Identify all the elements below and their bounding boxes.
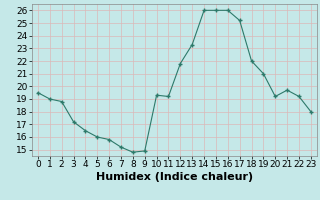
X-axis label: Humidex (Indice chaleur): Humidex (Indice chaleur) <box>96 172 253 182</box>
